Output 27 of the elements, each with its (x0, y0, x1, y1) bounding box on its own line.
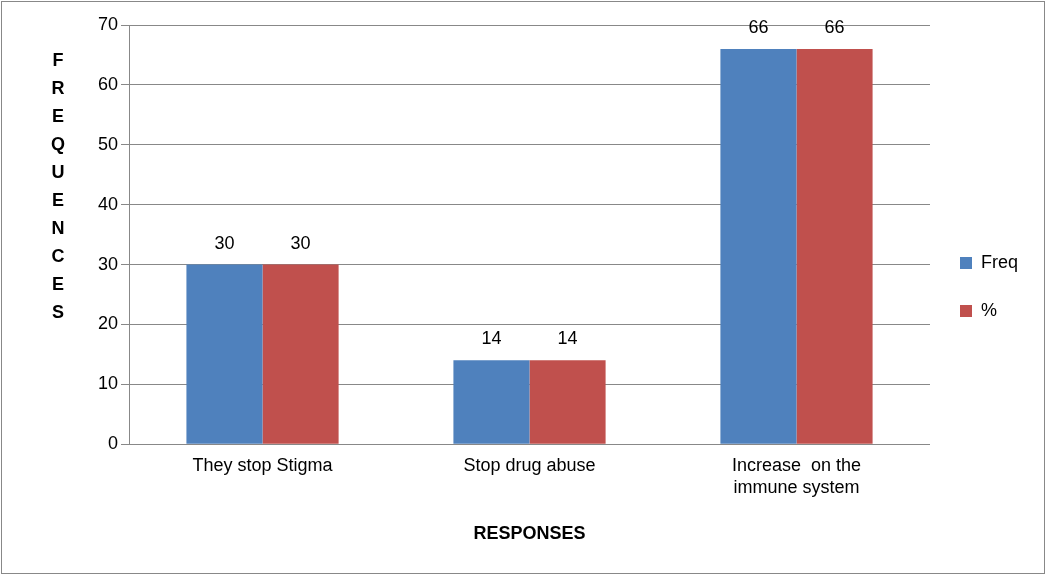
y-tick-label: 50 (97, 133, 119, 154)
y-tick-label: 10 (97, 373, 119, 394)
bar (262, 264, 339, 444)
y-tick-label: 30 (97, 253, 119, 274)
data-label: 66 (748, 16, 769, 37)
x-tick-label: Increase on the immune system (731, 454, 862, 497)
x-tick-label: They stop Stigma (192, 454, 334, 475)
y-axis-title: FREQUENCES (48, 50, 68, 330)
y-tick-label: 40 (97, 193, 119, 214)
y-tick-label: 20 (97, 313, 119, 334)
data-label: 14 (557, 328, 578, 349)
y-tick-label: 0 (108, 433, 119, 454)
x-axis-title: RESPONSES (473, 523, 586, 544)
bar (720, 48, 797, 444)
legend-label: Freq (980, 251, 1018, 272)
y-tick-label: 70 (97, 13, 119, 34)
y-tick-label: 60 (97, 73, 119, 94)
data-label: 66 (824, 16, 845, 37)
bar (186, 264, 263, 444)
data-label: 30 (290, 232, 311, 253)
bar (796, 48, 873, 444)
data-label: 30 (214, 232, 235, 253)
bar (453, 360, 530, 444)
legend-label: % (980, 299, 997, 320)
x-tick-label: Stop drug abuse (463, 454, 596, 475)
data-label: 14 (481, 328, 502, 349)
bar (529, 360, 606, 444)
